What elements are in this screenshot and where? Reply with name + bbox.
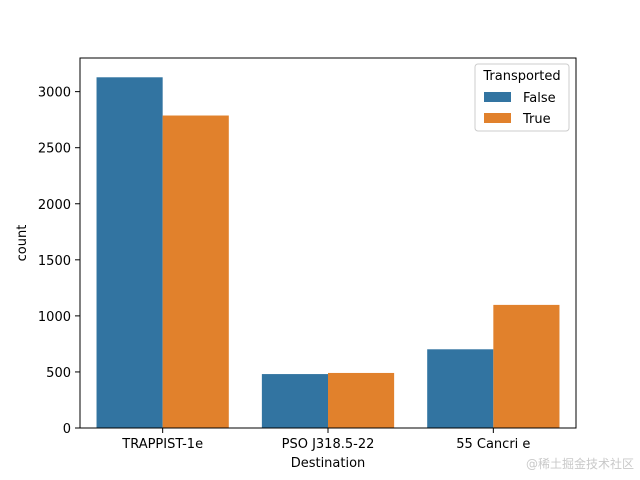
plot-frame xyxy=(79,57,577,429)
y-tick-label: 0 xyxy=(63,422,71,437)
y-tick-label: 2000 xyxy=(38,198,71,213)
bar-trappist-1e-true xyxy=(162,115,229,428)
y-tick-label: 3000 xyxy=(38,86,71,101)
x-tick-label: 55 Cancri e xyxy=(456,437,530,452)
bar-55-cancri-e-true xyxy=(493,304,560,428)
legend: Transported False True xyxy=(474,63,570,132)
x-tick-label: TRAPPIST-1e xyxy=(121,437,203,452)
y-axis-label: count xyxy=(15,225,30,262)
bar-pso-j318-5-22-false xyxy=(261,374,328,428)
y-tick-label: 1000 xyxy=(38,310,71,325)
y-tick-label: 1500 xyxy=(38,254,71,269)
legend-swatch-false xyxy=(484,92,511,102)
bar-trappist-1e-false xyxy=(96,77,163,428)
y-tick-label: 2500 xyxy=(38,142,71,157)
y-tick-label: 500 xyxy=(46,366,71,381)
x-tick-label: PSO J318.5-22 xyxy=(282,437,375,452)
legend-swatch-true xyxy=(484,113,511,123)
legend-label-true: True xyxy=(522,112,551,127)
y-axis: 0 500 1000 1500 2000 2500 3000 xyxy=(38,86,80,437)
bars-group xyxy=(96,77,560,428)
x-axis: TRAPPIST-1e PSO J318.5-22 55 Cancri e xyxy=(121,428,530,452)
x-axis-label: Destination xyxy=(291,456,366,471)
bar-pso-j318-5-22-true xyxy=(328,372,395,428)
watermark: @稀土掘金技术社区 xyxy=(525,457,634,471)
bar-55-cancri-e-false xyxy=(427,349,494,428)
legend-title: Transported xyxy=(482,69,560,84)
legend-label-false: False xyxy=(523,91,556,106)
